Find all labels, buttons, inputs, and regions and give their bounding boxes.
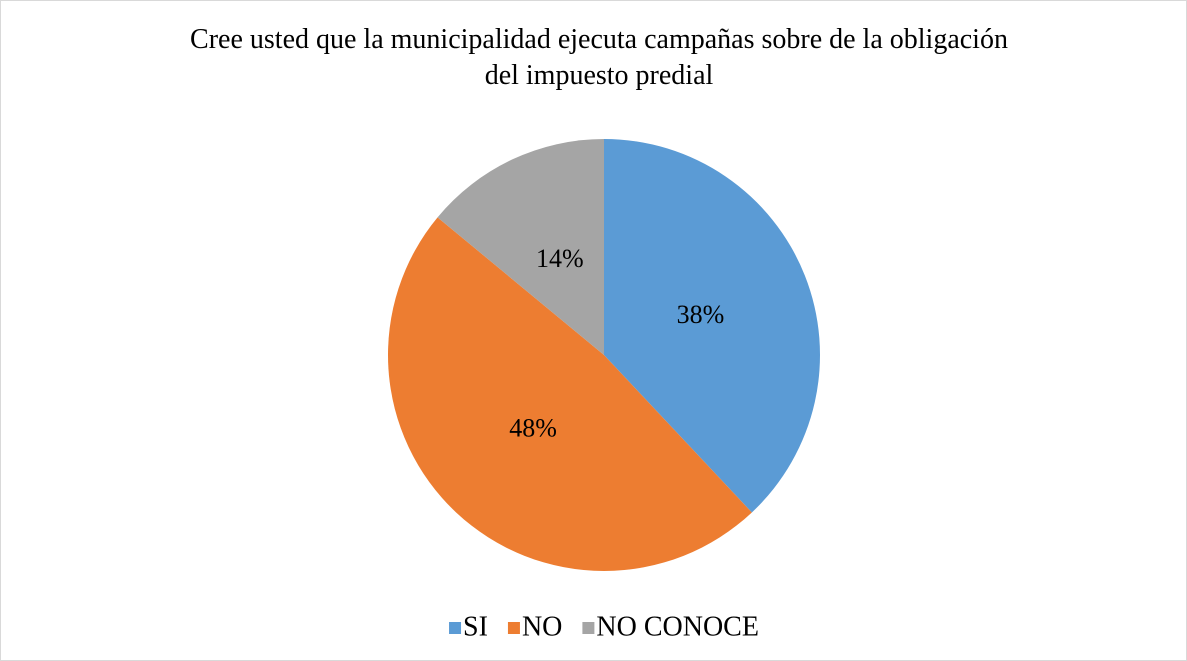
data-label: 38% bbox=[677, 300, 725, 329]
pie-slice bbox=[437, 139, 604, 355]
chart-title: Cree usted que la municipalidad ejecuta … bbox=[190, 24, 1008, 91]
legend-swatch bbox=[582, 622, 595, 634]
legend-label: NO CONOCE bbox=[596, 611, 759, 642]
data-label: 48% bbox=[509, 414, 557, 443]
legend-label: SI bbox=[463, 611, 488, 642]
legend-swatch bbox=[507, 622, 520, 634]
legend-label: NO bbox=[522, 611, 562, 642]
data-label: 14% bbox=[536, 244, 584, 273]
legend-swatch bbox=[449, 622, 462, 634]
pie-slice bbox=[604, 139, 820, 513]
pie-slice bbox=[387, 217, 752, 572]
